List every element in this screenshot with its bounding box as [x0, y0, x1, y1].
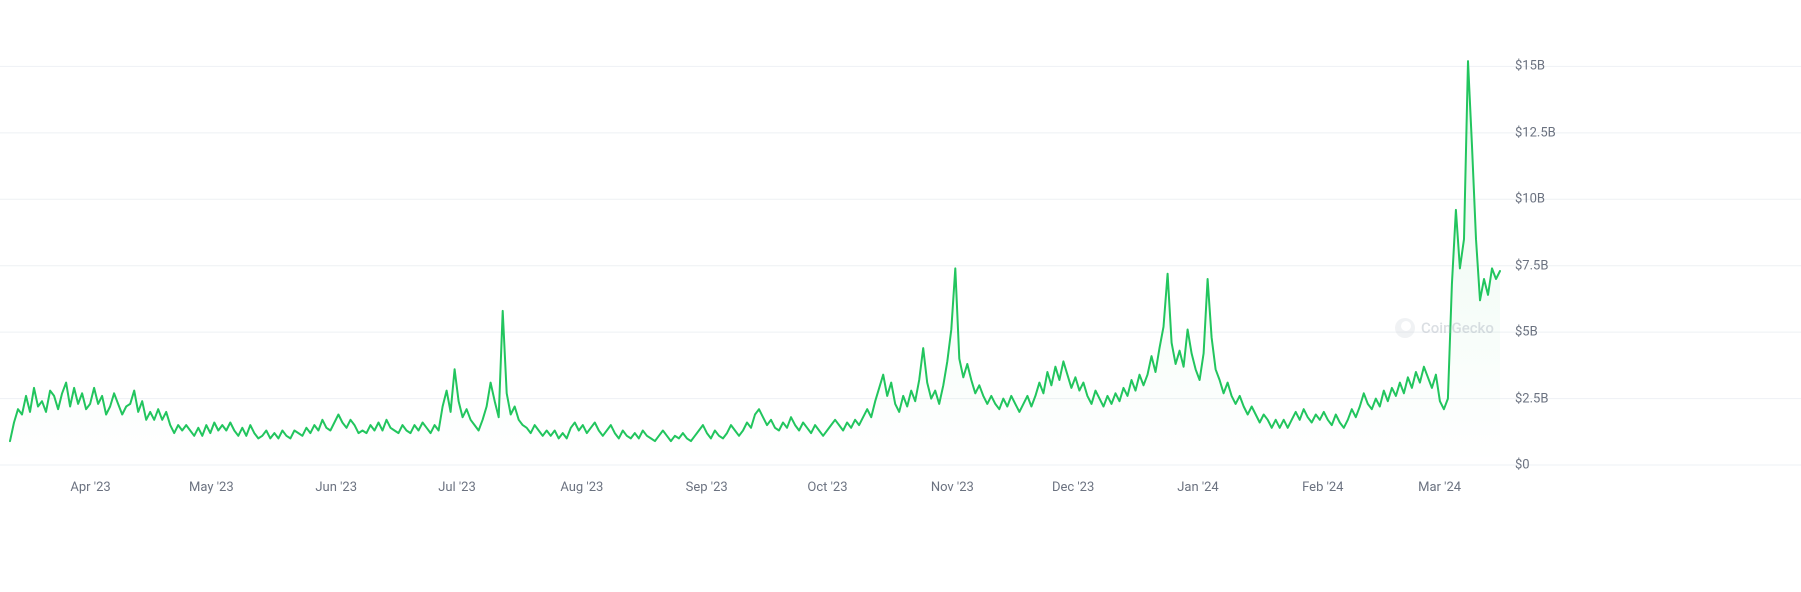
x-tick-label: Jan '24: [1177, 480, 1219, 495]
y-tick-label: $2.5B: [1515, 391, 1548, 406]
x-tick-label: Apr '23: [70, 480, 110, 495]
x-tick-label: Aug '23: [560, 480, 603, 495]
y-tick-label: $10B: [1515, 192, 1545, 207]
y-tick-label: $15B: [1515, 59, 1545, 74]
x-tick-label: Oct '23: [807, 480, 847, 495]
series-line: [10, 61, 1500, 441]
x-tick-label: Dec '23: [1052, 480, 1094, 495]
y-tick-label: $12.5B: [1515, 125, 1556, 140]
volume-chart: CoinGecko $0$2.5B$5B$7.5B$10B$12.5B$15BA…: [0, 0, 1801, 592]
y-tick-label: $0: [1515, 458, 1530, 473]
y-tick-label: $5B: [1515, 325, 1538, 340]
series-area: [10, 61, 1500, 465]
x-tick-label: Sep '23: [686, 480, 728, 495]
y-tick-label: $7.5B: [1515, 258, 1548, 273]
x-tick-label: Nov '23: [931, 480, 974, 495]
x-tick-label: Jun '23: [315, 480, 357, 495]
x-tick-label: Jul '23: [438, 480, 476, 495]
x-tick-label: Feb '24: [1302, 480, 1343, 495]
x-tick-label: Mar '24: [1418, 480, 1461, 495]
x-tick-label: May '23: [189, 480, 234, 495]
chart-svg: [0, 0, 1801, 592]
